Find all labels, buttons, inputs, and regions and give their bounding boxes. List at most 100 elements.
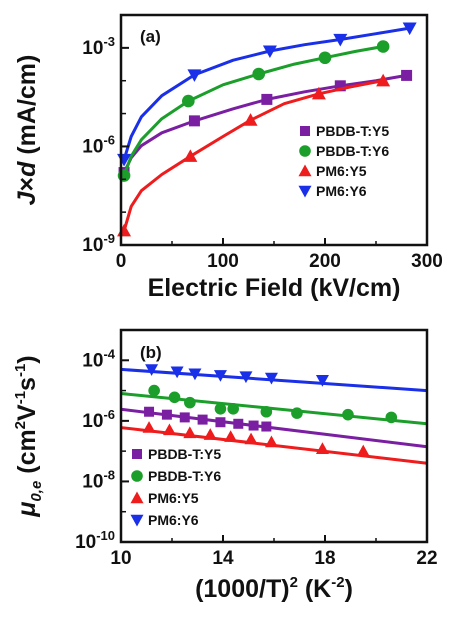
y-title-exp-2: 2 [12,421,29,429]
y-tick-base: 10 [82,411,103,432]
x-title-unit-exponent: -2 [331,574,344,591]
x-title-base: (1000/T) [195,575,289,603]
data-point-pm6-y5 [356,444,370,457]
y-title-unit-v: V [13,404,41,421]
data-point-pm6-y5 [142,421,156,433]
y-tick-label: 10-3 [82,34,115,59]
y-title-unit: (mA/cm) [13,55,41,162]
series-pm6-y5 [120,421,428,465]
panel-b-frame [119,328,429,544]
data-point-pbdb-t-y5 [144,406,155,417]
panel-b-label: (b) [140,343,162,362]
data-point-pbdb-t-y6 [214,403,227,415]
data-point-pm6-y6 [145,364,159,376]
y-tick-base: 10 [82,136,103,157]
y-title-symbol-j: J [13,190,41,205]
data-point-pm6-y5 [264,435,278,448]
data-point-pm6-y5 [244,432,258,445]
data-point-pm6-y6 [402,22,417,36]
data-point-pm6-y6 [187,69,202,82]
data-point-pbdb-t-y5 [261,421,272,432]
data-point-pbdb-t-y5 [401,69,413,81]
data-point-pbdb-t-y5 [261,93,273,105]
panel-b-x-axis-title: (1000/T)2 (K-2) [195,574,353,603]
series-pm6-y6 [120,364,428,393]
y-tick-exponent: -3 [103,34,115,49]
data-point-pbdb-t-y6 [168,391,181,404]
x-title-exponent: 2 [290,574,298,591]
data-point-pbdb-t-y5 [188,115,200,127]
y-tick-label: 10-9 [82,231,115,256]
data-point-pbdb-t-y6 [182,94,195,108]
panel-b-y-axis-title: μ0,e (cm2V-1s-1) [12,355,45,517]
data-point-pbdb-t-y5 [334,80,346,92]
y-title-mu: μ [13,502,41,518]
data-point-pbdb-t-y6 [227,403,239,415]
y-tick-base: 10 [82,38,103,59]
y-tick-label: 10-4 [82,346,115,371]
legend-item-pm6-y6: PM6:Y6 [130,512,199,528]
legend-label: PM6:Y6 [148,512,199,528]
x-tick-label: 200 [309,251,341,272]
data-point-pbdb-t-y5 [179,412,190,423]
panel-b-ticks [120,329,428,543]
data-point-pm6-y5 [376,73,391,87]
data-point-pbdb-t-y6 [376,40,390,53]
y-tick-exponent: -8 [103,467,115,482]
y-tick-exponent: -10 [96,528,115,543]
legend-marker [130,514,144,527]
legend-item-pm6-y5: PM6:Y5 [298,163,367,179]
data-point-pm6-y5 [243,113,258,126]
legend-label: PBDB-T:Y5 [148,446,221,462]
y-tick-base: 10 [82,471,103,492]
y-tick-base: 10 [75,532,96,553]
legend-item-pbdb-t-y5: PBDB-T:Y5 [132,446,221,462]
y-title-unit-s: s [13,377,41,391]
y-tick-exponent: -9 [103,231,115,246]
y-title-subscript: 0,e [28,481,45,502]
data-point-pm6-y5 [162,423,176,436]
data-point-pm6-y6 [239,371,253,384]
data-point-pm6-y5 [117,223,132,237]
y-tick-exponent: -6 [103,407,115,422]
y-tick-exponent: -4 [103,346,115,361]
panel-a-label: (a) [140,27,161,46]
panel-a-y-axis-title: J×d (mA/cm) [13,55,41,206]
legend-marker [298,185,312,198]
series-pbdb-t-y6 [120,384,428,426]
y-tick-label: 10-10 [75,528,115,553]
data-point-pbdb-t-y5 [197,414,208,425]
series-pbdb-t-y5 [120,406,428,449]
data-point-pbdb-t-y6 [342,408,354,421]
data-point-pm6-y5 [315,442,329,454]
x-tick-label: 14 [212,548,234,569]
legend-label: PM6:Y5 [148,490,199,506]
y-title-close: ) [13,355,41,363]
series-pbdb-t-y6 [117,40,390,182]
data-point-pm6-y6 [188,368,202,381]
x-title-unit: (K [298,575,331,603]
y-title-exp-s: -1 [12,364,29,377]
data-point-pbdb-t-y6 [291,407,303,419]
legend-marker [298,164,312,177]
x-tick-label: 100 [207,251,239,272]
y-title-symbol-d: d [13,161,41,177]
legend-marker [132,449,142,459]
data-point-pbdb-t-y5 [215,417,226,428]
legend-label: PBDB-T:Y6 [148,468,221,484]
legend-marker [131,470,143,482]
x-tick-label: 300 [411,251,443,272]
data-point-pm6-y6 [333,33,348,47]
legend-label: PBDB-T:Y5 [316,123,389,139]
panel-a-frame [119,13,429,247]
data-point-pbdb-t-y6 [148,384,160,397]
legend-item-pbdb-t-y6: PBDB-T:Y6 [131,468,221,484]
y-title-exp-v: -1 [12,391,29,404]
data-point-pbdb-t-y6 [260,405,273,418]
fit-line-pm6-y5 [122,79,384,232]
